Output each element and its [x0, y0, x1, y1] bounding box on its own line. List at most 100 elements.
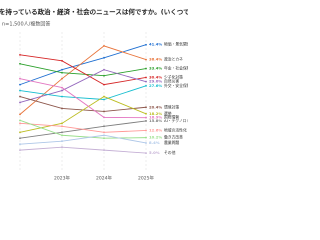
x-tick-label: 2025年 — [138, 175, 154, 182]
point — [61, 89, 63, 92]
point — [145, 58, 147, 61]
point — [145, 152, 147, 155]
series-line — [19, 119, 147, 139]
point — [103, 45, 105, 47]
chart-title: 関心を持っている政治・経済・社会のニュースは何ですか。(いくつでも) — [0, 7, 188, 16]
point — [61, 68, 63, 71]
point — [61, 125, 63, 128]
chart-subtitle: n=1,500人/複数回答 — [2, 21, 50, 28]
point — [19, 53, 21, 56]
point — [19, 101, 21, 104]
point — [61, 95, 63, 98]
legend-label: 農業問題 — [164, 140, 179, 145]
value-label: 15.8% — [149, 118, 162, 123]
value-label: 30.4% — [149, 74, 162, 79]
legend-label: 自然災害 — [164, 79, 179, 84]
point — [103, 56, 105, 59]
point — [19, 137, 21, 140]
series-line — [19, 44, 147, 86]
legend-label: 環境対策 — [164, 104, 179, 109]
point — [19, 119, 21, 122]
point — [145, 80, 147, 83]
point — [61, 71, 63, 74]
point — [145, 116, 147, 119]
point — [145, 142, 147, 144]
point — [145, 76, 147, 79]
point — [103, 95, 105, 98]
legend-label: 外交・安全保障 — [164, 83, 188, 88]
value-label: 33.4% — [149, 66, 162, 71]
value-label: 41.4% — [149, 42, 162, 47]
point — [103, 137, 105, 140]
value-label: 12.6% — [149, 127, 162, 132]
point — [19, 143, 21, 146]
legend-label: 選挙 — [164, 111, 172, 116]
series-line — [19, 78, 147, 119]
point — [145, 112, 147, 115]
point — [19, 131, 21, 134]
point — [19, 77, 21, 80]
legend-label: 政治とカネ — [164, 57, 183, 62]
series-line — [19, 146, 147, 154]
point — [103, 116, 105, 119]
x-tick-label: 2024年 — [96, 175, 112, 182]
point — [61, 134, 63, 137]
point — [61, 77, 63, 80]
point — [19, 149, 21, 152]
point — [103, 131, 105, 134]
point — [61, 140, 63, 143]
point — [19, 122, 21, 125]
legend-label: 働き方改革 — [164, 135, 183, 140]
point — [145, 84, 147, 87]
series-line — [19, 54, 147, 86]
legend-label: 物価・景気関係 — [164, 42, 188, 47]
point — [19, 95, 21, 98]
point — [145, 67, 147, 70]
value-label: 36.4% — [149, 57, 162, 62]
series-line — [19, 63, 147, 77]
value-label: 16.9% — [149, 115, 162, 120]
value-label: 29.0% — [149, 79, 162, 84]
point — [61, 86, 63, 89]
point — [103, 74, 105, 77]
point — [19, 83, 21, 86]
point — [103, 110, 105, 113]
point — [19, 62, 21, 65]
point — [103, 134, 105, 137]
series-line — [19, 69, 147, 103]
point — [61, 131, 63, 134]
point — [145, 43, 147, 46]
point — [145, 129, 147, 132]
value-label: 18.2% — [149, 111, 162, 116]
series-line — [19, 122, 147, 133]
point — [103, 98, 105, 101]
legend-label: 少子化対策 — [164, 74, 183, 79]
x-tick-label: 2023年 — [54, 175, 70, 182]
point — [19, 89, 21, 92]
value-label: 5.0% — [149, 150, 160, 155]
point — [103, 125, 105, 128]
legend-label: 年金・社会保障 — [164, 66, 188, 71]
series-line — [19, 134, 147, 145]
value-label: 10.2% — [149, 135, 162, 140]
point — [19, 113, 21, 116]
legend-label: AI・テクノロジー — [164, 118, 188, 123]
point — [145, 106, 147, 109]
point — [145, 136, 147, 139]
point — [145, 120, 147, 122]
point — [103, 83, 105, 86]
point — [61, 122, 63, 125]
value-label: 8.4% — [149, 140, 160, 145]
legend-label: 地域の活性化 — [164, 127, 187, 132]
value-label: 27.6% — [149, 83, 162, 88]
point — [61, 107, 63, 110]
value-label: 20.4% — [149, 104, 162, 109]
legend-label: 国際情勢 — [164, 115, 179, 120]
chart: 関心を持っている政治・経済・社会のニュースは何ですか。(いくつでも) n=1,5… — [0, 7, 199, 182]
point — [61, 59, 63, 62]
point — [103, 149, 105, 152]
point — [61, 146, 63, 149]
series-line — [19, 85, 147, 100]
point — [103, 68, 105, 71]
legend-label: その他 — [164, 150, 176, 155]
